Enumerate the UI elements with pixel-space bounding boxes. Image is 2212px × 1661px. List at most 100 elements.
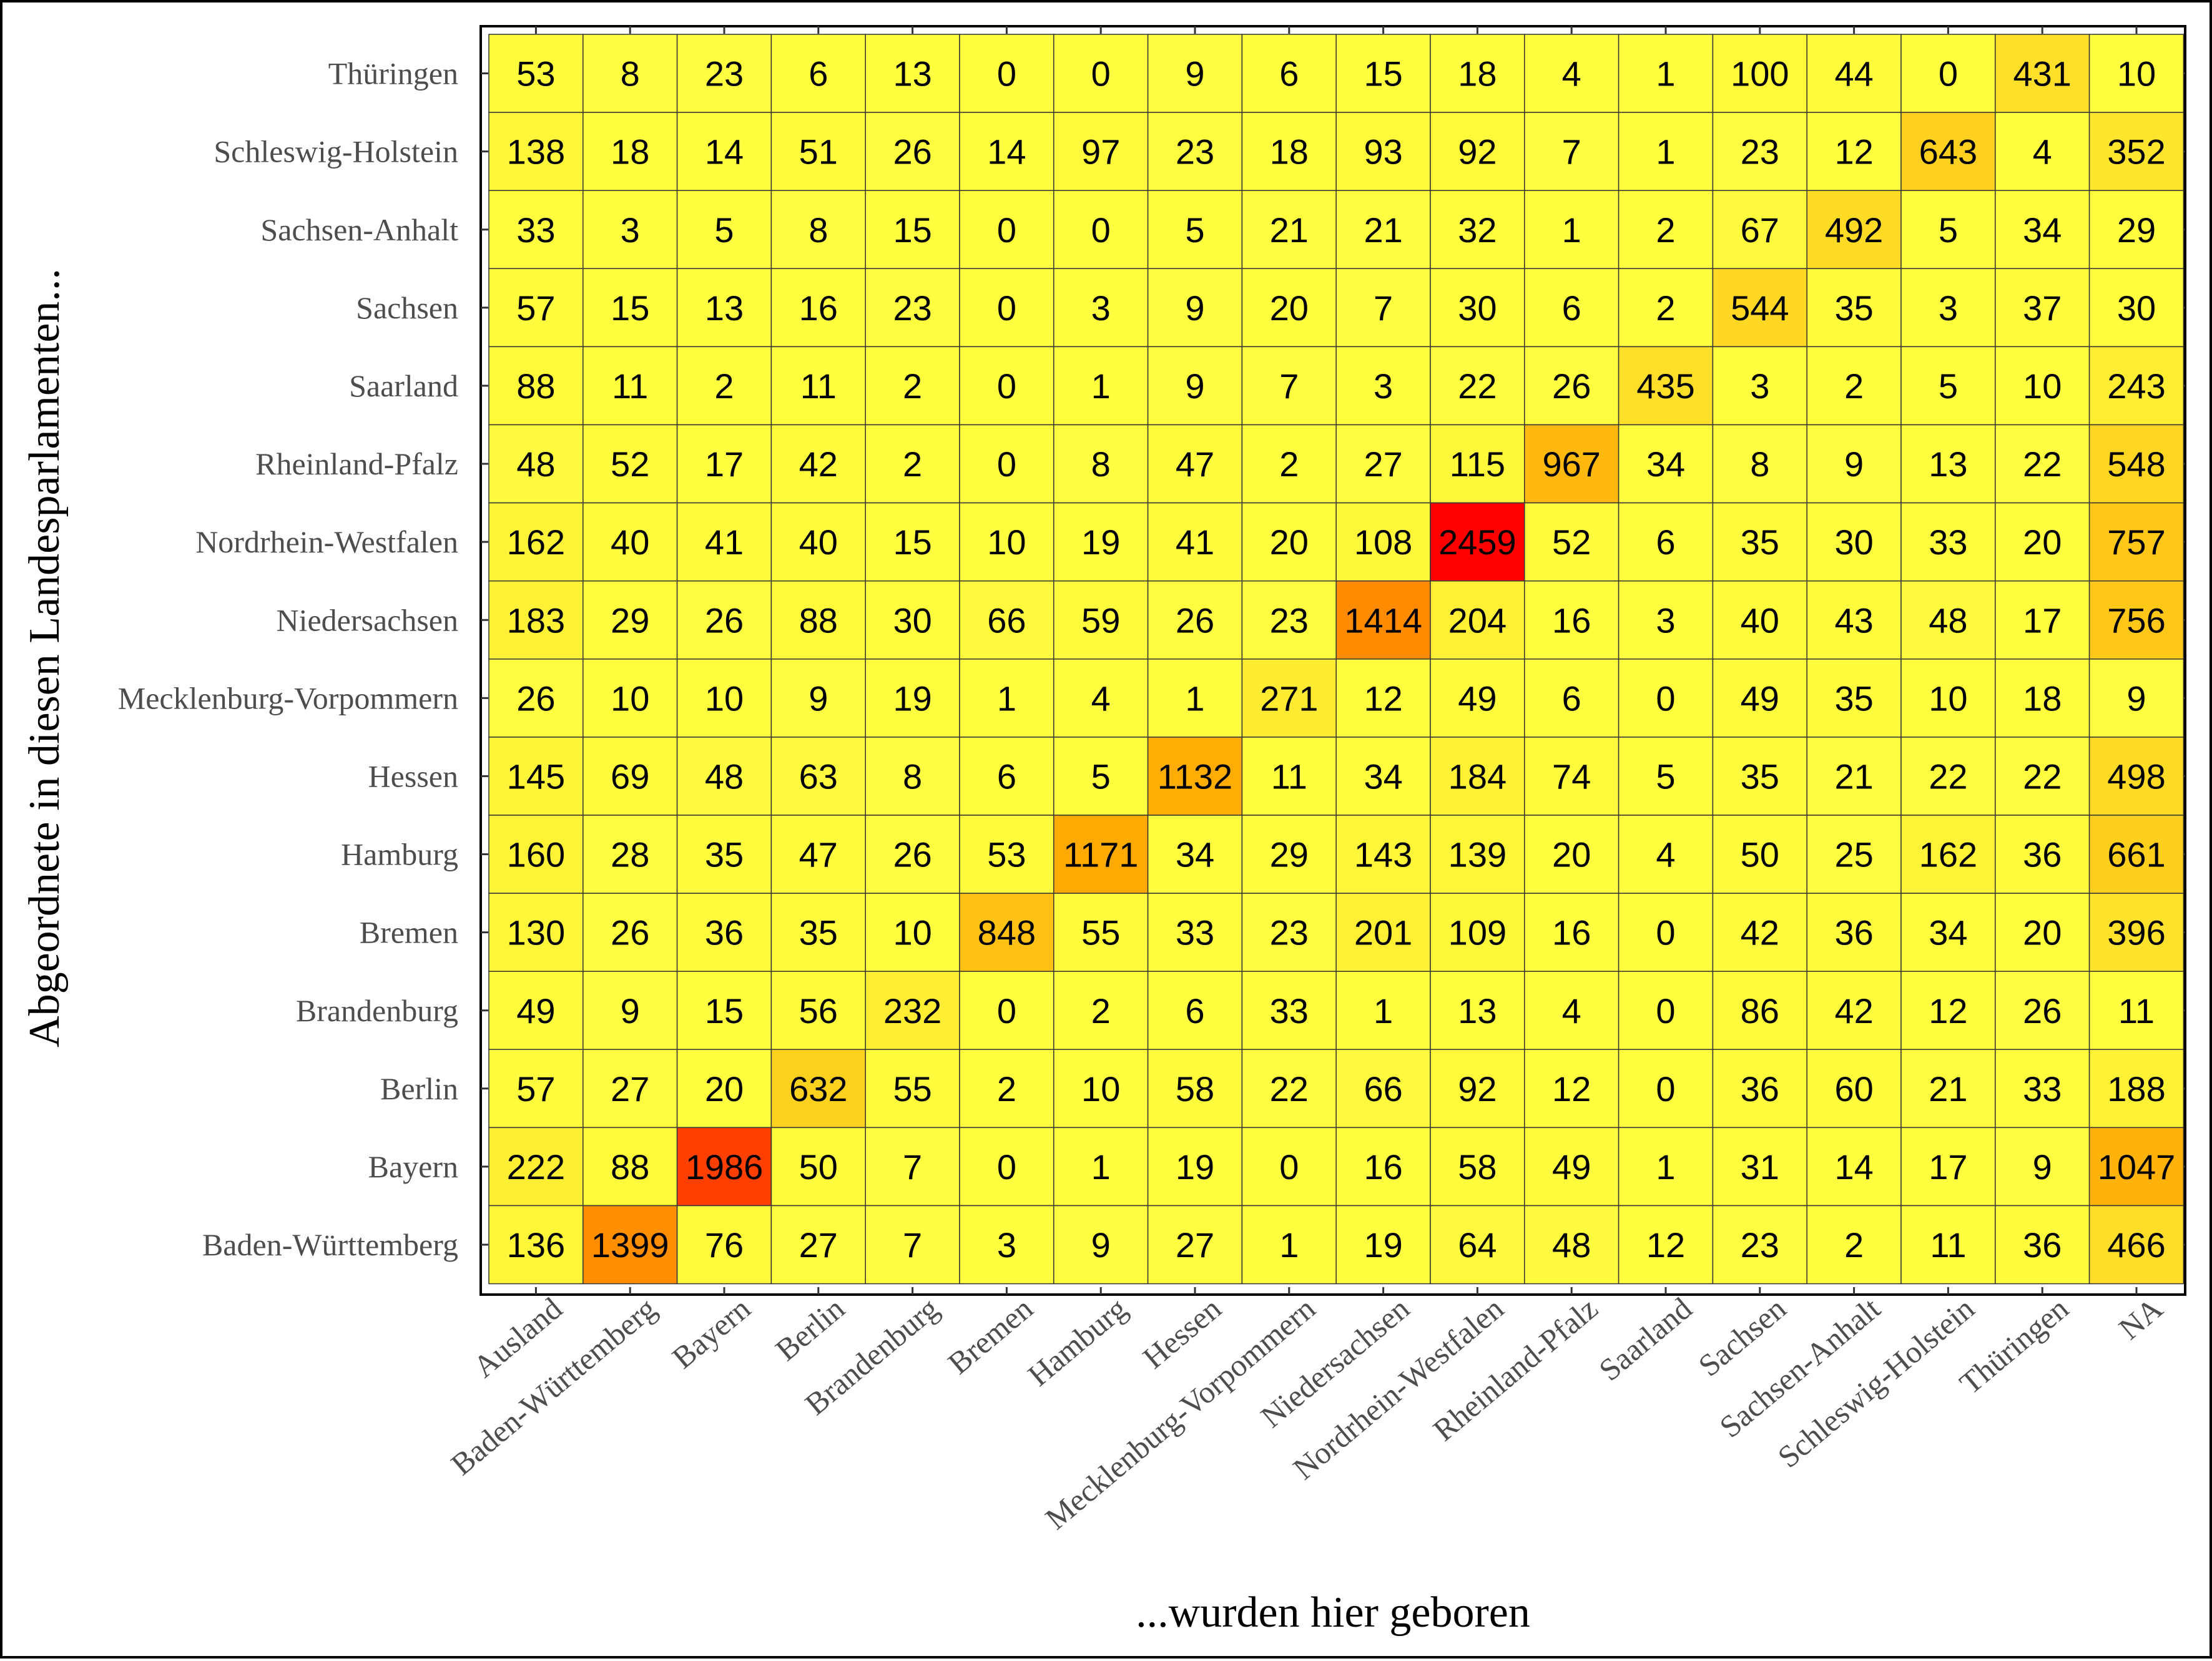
heatmap-cell xyxy=(1900,268,1996,348)
cell-value-label: 23 xyxy=(893,288,931,328)
cell-value-label: 33 xyxy=(2023,1069,2062,1109)
heatmap-cell xyxy=(1241,580,1337,660)
cell-value-label: 50 xyxy=(799,1147,838,1187)
cell-value-label: 12 xyxy=(1834,132,1873,172)
heatmap-cell xyxy=(1147,971,1243,1051)
heatmap-cell xyxy=(1335,1049,1431,1129)
cell-value-label: 0 xyxy=(997,366,1016,406)
y-tick-label: Berlin xyxy=(380,1071,458,1106)
cell-value-label: 30 xyxy=(893,600,931,640)
heatmap-cell xyxy=(1147,1049,1243,1129)
heatmap-cell xyxy=(1806,346,1902,426)
cell-value-label: 492 xyxy=(1825,210,1883,250)
heatmap-cell xyxy=(1335,1127,1431,1207)
heatmap-cell xyxy=(582,112,678,191)
heatmap-cell xyxy=(582,502,678,582)
heatmap-cell xyxy=(488,424,584,504)
heatmap-cell xyxy=(1806,34,1902,113)
heatmap-cell xyxy=(1995,112,2090,191)
heatmap-cell xyxy=(1806,1049,1902,1129)
heatmap-cell xyxy=(1900,190,1996,270)
cell-value-label: 26 xyxy=(611,913,649,953)
cell-value-label: 6 xyxy=(1656,522,1675,562)
heatmap-cell xyxy=(1900,815,1996,894)
y-tick-label: Brandenburg xyxy=(296,993,458,1028)
heatmap-cell xyxy=(2088,112,2185,191)
cell-value-label: 8 xyxy=(1091,444,1111,484)
heatmap-cell xyxy=(1712,580,1807,660)
heatmap-cell xyxy=(1712,1205,1807,1285)
cell-value-label: 160 xyxy=(507,835,565,875)
heatmap-cell xyxy=(1900,580,1996,660)
cell-value-label: 548 xyxy=(2107,444,2165,484)
heatmap-cell xyxy=(1806,268,1902,348)
cell-value-label: 10 xyxy=(2023,366,2062,406)
cell-value-label: 60 xyxy=(1834,1069,1873,1109)
cell-value-label: 12 xyxy=(1646,1225,1685,1265)
cell-value-label: 50 xyxy=(1741,835,1779,875)
heatmap-cell xyxy=(770,580,866,660)
cell-value-label: 13 xyxy=(1458,991,1497,1031)
cell-value-label: 9 xyxy=(2033,1147,2052,1187)
cell-value-label: 97 xyxy=(1081,132,1120,172)
heatmap-cell xyxy=(770,424,866,504)
cell-value-label: 69 xyxy=(611,757,649,796)
heatmap-cell xyxy=(488,1127,584,1207)
heatmap-cell xyxy=(676,346,772,426)
cell-value-label: 21 xyxy=(1929,1069,1967,1109)
cell-value-label: 5 xyxy=(1939,210,1958,250)
cell-value-label: 47 xyxy=(799,835,838,875)
cell-value-label: 40 xyxy=(611,522,649,562)
cell-value-label: 632 xyxy=(789,1069,847,1109)
heatmap-cell xyxy=(1524,1127,1620,1207)
cell-value-label: 40 xyxy=(799,522,838,562)
cell-value-label: 2 xyxy=(714,366,734,406)
heatmap-cell xyxy=(488,815,584,894)
heatmap-cell xyxy=(1053,1127,1149,1207)
cell-value-label: 12 xyxy=(1929,991,1967,1031)
heatmap-cell xyxy=(1806,112,1902,191)
cell-value-label: 23 xyxy=(1741,132,1779,172)
cell-value-label: 4 xyxy=(1562,54,1581,94)
heatmap-cell xyxy=(1806,815,1902,894)
cell-value-label: 10 xyxy=(611,679,649,718)
heatmap-cell xyxy=(865,34,960,113)
cell-value-label: 3 xyxy=(1091,288,1111,328)
cell-value-label: 20 xyxy=(2023,913,2062,953)
cell-value-label: 28 xyxy=(611,835,649,875)
cell-value-label: 243 xyxy=(2107,366,2165,406)
cell-value-label: 12 xyxy=(1552,1069,1591,1109)
cell-value-label: 757 xyxy=(2107,522,2165,562)
heatmap-cell xyxy=(582,268,678,348)
cell-value-label: 74 xyxy=(1552,757,1591,796)
heatmap-cell xyxy=(1241,424,1337,504)
cell-value-label: 3 xyxy=(1939,288,1958,328)
heatmap-cell xyxy=(1241,268,1337,348)
cell-value-label: 29 xyxy=(1270,835,1309,875)
cell-value-label: 43 xyxy=(1834,600,1873,640)
cell-value-label: 7 xyxy=(903,1225,922,1265)
heatmap-cell xyxy=(488,502,584,582)
cell-value-label: 1 xyxy=(1656,54,1675,94)
heatmap-cell xyxy=(1524,893,1620,972)
heatmap-cell xyxy=(1053,659,1149,738)
cell-value-label: 22 xyxy=(1458,366,1497,406)
cell-value-label: 145 xyxy=(507,757,565,796)
heatmap-cell xyxy=(582,893,678,972)
cell-value-label: 13 xyxy=(705,288,744,328)
cell-value-label: 52 xyxy=(611,444,649,484)
cell-value-label: 5 xyxy=(1185,210,1204,250)
heatmap-cell xyxy=(1053,971,1149,1051)
cell-value-label: 23 xyxy=(1270,600,1309,640)
cell-value-label: 26 xyxy=(1176,600,1214,640)
heatmap-cell xyxy=(2088,893,2185,972)
cell-value-label: 14 xyxy=(987,132,1026,172)
cell-value-label: 86 xyxy=(1741,991,1779,1031)
cell-value-label: 21 xyxy=(1364,210,1402,250)
heatmap-cell xyxy=(488,34,584,113)
heatmap-cell xyxy=(959,268,1054,348)
cell-value-label: 204 xyxy=(1448,600,1507,640)
heatmap-cell xyxy=(2088,424,2185,504)
cell-value-label: 0 xyxy=(997,991,1016,1031)
cell-value-label: 22 xyxy=(2023,757,2062,796)
